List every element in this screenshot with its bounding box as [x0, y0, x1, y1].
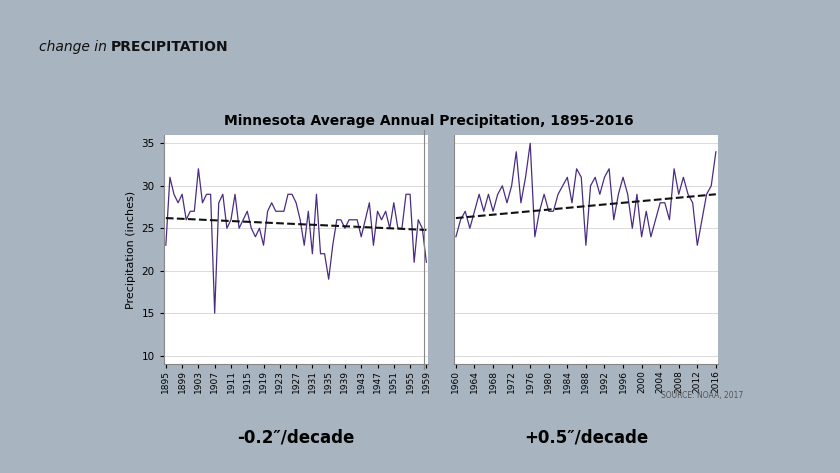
- Y-axis label: Precipitation (inches): Precipitation (inches): [126, 191, 136, 308]
- Text: -0.2″/decade: -0.2″/decade: [238, 429, 354, 447]
- Text: PRECIPITATION: PRECIPITATION: [111, 40, 228, 54]
- Text: Minnesota Average Annual Precipitation, 1895-2016: Minnesota Average Annual Precipitation, …: [223, 114, 633, 128]
- Text: change in: change in: [39, 40, 111, 54]
- Text: SOURCE: NOAA, 2017: SOURCE: NOAA, 2017: [661, 391, 743, 400]
- Text: +0.5″/decade: +0.5″/decade: [524, 429, 648, 447]
